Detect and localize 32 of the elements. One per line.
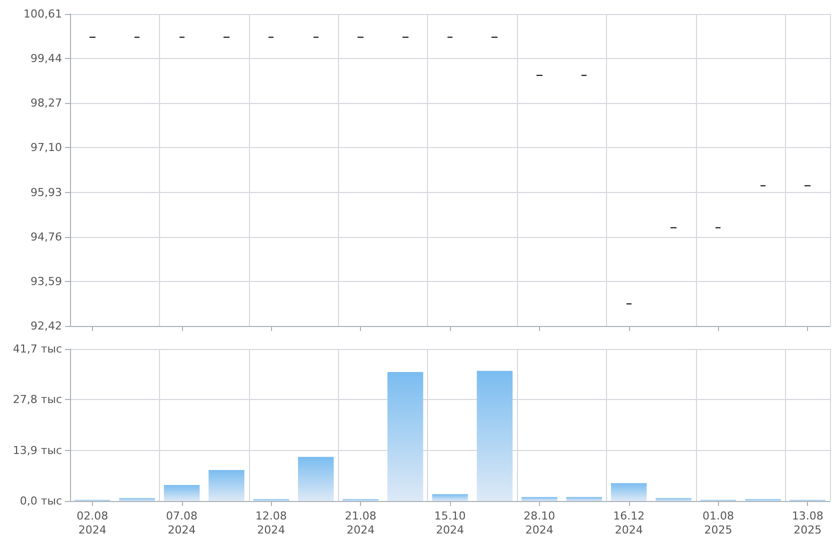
x-tick-label: 15.10 2024 [434, 510, 466, 536]
x-tick-label: 02.08 2024 [76, 510, 108, 536]
y-tick-label: 99,44 [30, 52, 62, 66]
y-tick-label: 41,7 тыс [12, 342, 62, 356]
y-tick-label: 92,42 [30, 320, 62, 332]
bar [610, 483, 647, 501]
y-tick-label: 100,61 [24, 8, 62, 20]
y-tick-label: 94,76 [30, 230, 62, 244]
bar [566, 496, 602, 501]
y-tick-label: 97,10 [30, 141, 62, 154]
bar [119, 498, 155, 501]
x-tick-label: 12.08 2024 [255, 510, 287, 536]
bar [432, 494, 468, 501]
bar [476, 370, 513, 501]
bar [387, 372, 424, 501]
y-tick-label: 98,27 [30, 96, 62, 110]
bar [164, 484, 200, 501]
x-tick-label: 01.08 2025 [702, 510, 734, 536]
y-tick-label: 93,59 [30, 274, 62, 288]
bar [208, 470, 244, 501]
y-tick-label: 0,0 тыс [20, 494, 62, 508]
x-tick-label: 13.08 2025 [792, 510, 824, 536]
x-tick-label: 21.08 2024 [344, 510, 376, 536]
bar [298, 456, 334, 501]
x-tick-label: 16.12 2024 [613, 510, 645, 536]
y-tick-label: 13,9 тыс [12, 444, 62, 457]
y-tick-label: 95,93 [30, 186, 62, 199]
x-tick-label: 28.10 2024 [524, 510, 556, 536]
y-tick-label: 27,8 тыс [12, 393, 62, 406]
bar [522, 496, 558, 501]
bar [656, 498, 692, 501]
x-tick-label: 07.08 2024 [166, 510, 198, 536]
